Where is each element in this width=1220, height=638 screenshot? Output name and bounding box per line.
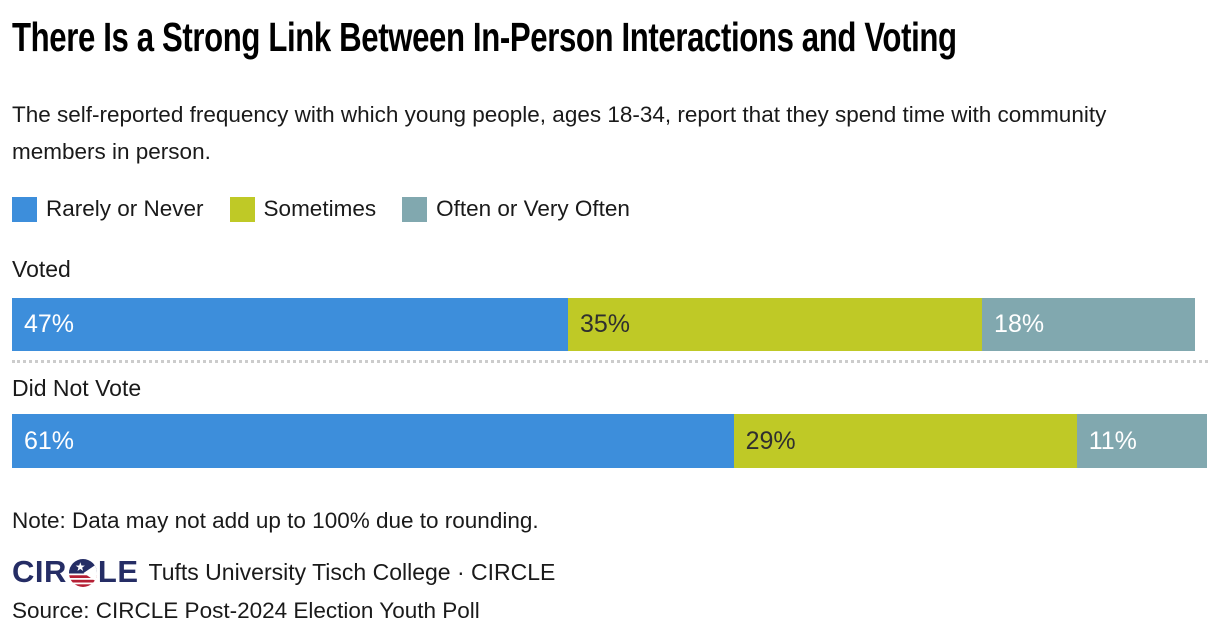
category-label-voted: Voted <box>12 256 71 282</box>
legend-swatch-sometimes <box>229 196 255 222</box>
bar-segment-often: 18% <box>982 298 1195 351</box>
chart-subtitle: The self-reported frequency with which y… <box>12 102 1107 164</box>
legend-swatch-often <box>402 196 428 222</box>
legend-label: Often or Very Often <box>436 196 630 221</box>
circle-logo: CIR LE <box>12 556 139 588</box>
row-divider <box>12 360 1208 363</box>
chart-title: There Is a Strong Link Between In-Person… <box>12 14 957 60</box>
bar-voted: 47% 35% 18% <box>12 298 1195 351</box>
legend-item-often: Often or Very Often <box>402 196 630 222</box>
bar-value-label: 61% <box>24 426 75 455</box>
circle-logo-text-left: CIR <box>12 554 67 589</box>
category-label-did-not-vote: Did Not Vote <box>12 375 142 401</box>
bar-did-not-vote: 61% 29% 11% <box>12 414 1207 468</box>
bar-segment-rarely: 61% <box>12 414 734 468</box>
bar-value-label: 11% <box>1088 426 1137 455</box>
bar-segment-rarely: 47% <box>12 298 568 351</box>
bar-segment-sometimes: 35% <box>568 298 983 351</box>
legend-item-rarely: Rarely or Never <box>12 196 204 222</box>
circle-flag-icon <box>68 559 97 587</box>
chart-card: There Is a Strong Link Between In-Person… <box>12 14 1208 623</box>
circle-logo-text-right: LE <box>97 554 139 589</box>
bar-value-label: 29% <box>745 426 796 455</box>
legend: Rarely or Never Sometimes Often or Very … <box>12 196 1208 222</box>
branding-caption: Tufts University Tisch College · CIRCLE <box>148 558 556 585</box>
bar-value-label: 18% <box>994 310 1045 338</box>
branding-row: CIR LE Tufts University Tisch College · … <box>12 556 1208 588</box>
legend-swatch-rarely <box>12 196 37 222</box>
chart-note: Note: Data may not add up to 100% due to… <box>12 508 539 533</box>
bar-value-label: 35% <box>580 310 631 338</box>
legend-label: Rarely or Never <box>46 196 204 221</box>
legend-item-sometimes: Sometimes <box>229 196 377 222</box>
source-line: Source: CIRCLE Post-2024 Election Youth … <box>12 598 480 623</box>
chart-row-voted: Voted 47% 35% 18% <box>12 256 1208 351</box>
legend-label: Sometimes <box>263 196 377 221</box>
chart-row-did-not-vote: Did Not Vote 61% 29% 11% <box>12 375 1208 468</box>
bar-segment-sometimes: 29% <box>733 414 1077 468</box>
bar-segment-often: 11% <box>1076 414 1207 468</box>
bar-value-label: 47% <box>24 310 75 338</box>
